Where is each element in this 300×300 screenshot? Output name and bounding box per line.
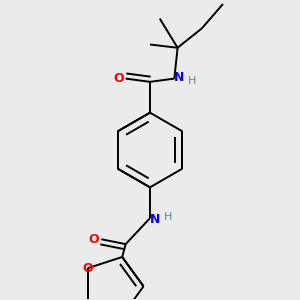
Text: H: H	[164, 212, 172, 221]
Text: H: H	[188, 76, 197, 86]
Text: O: O	[82, 262, 93, 275]
Text: O: O	[89, 233, 100, 246]
Text: N: N	[150, 213, 160, 226]
Text: N: N	[174, 71, 185, 84]
Text: O: O	[113, 72, 124, 85]
